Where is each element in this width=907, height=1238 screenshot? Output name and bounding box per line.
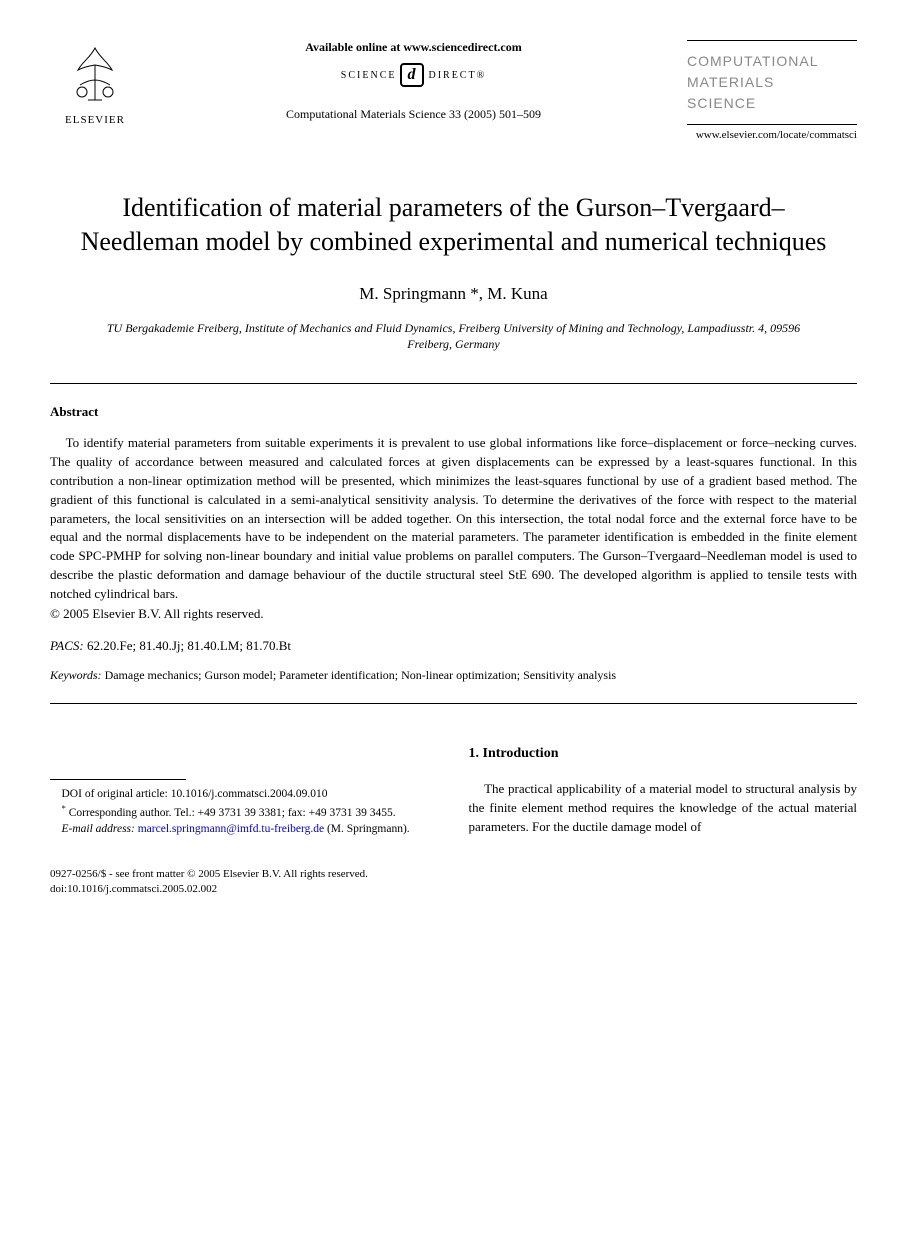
header-row: ELSEVIER Available online at www.science…	[50, 40, 857, 141]
email-author: (M. Springmann).	[327, 823, 410, 835]
sd-text-right: DIRECT®	[428, 70, 486, 81]
email-link[interactable]: marcel.springmann@imfd.tu-freiberg.de	[138, 823, 324, 835]
intro-heading: 1. Introduction	[469, 744, 858, 764]
science-direct-logo: SCIENCE d DIRECT®	[160, 63, 667, 87]
paper-title: Identification of material parameters of…	[80, 191, 827, 259]
journal-name: COMPUTATIONAL MATERIALS SCIENCE	[687, 51, 857, 114]
journal-url: www.elsevier.com/locate/commatsci	[687, 129, 857, 141]
left-column: DOI of original article: 10.1016/j.comma…	[50, 744, 439, 837]
pacs-codes: 62.20.Fe; 81.40.Jj; 81.40.LM; 81.70.Bt	[87, 638, 291, 653]
email-label: E-mail address:	[62, 823, 135, 835]
pacs-line: PACS: 62.20.Fe; 81.40.Jj; 81.40.LM; 81.7…	[50, 638, 857, 654]
corresponding-marker: *	[62, 803, 66, 813]
center-header: Available online at www.sciencedirect.co…	[140, 40, 687, 122]
footnote-doi: DOI of original article: 10.1016/j.comma…	[50, 786, 439, 802]
right-column: 1. Introduction The practical applicabil…	[469, 744, 858, 837]
elsevier-tree-icon	[60, 40, 130, 110]
intro-text: The practical applicability of a materia…	[469, 780, 858, 837]
keywords-text: Damage mechanics; Gurson model; Paramete…	[105, 668, 617, 682]
abstract-text: To identify material parameters from sui…	[50, 434, 857, 604]
rule-before-abstract	[50, 383, 857, 384]
sd-text-left: SCIENCE	[341, 70, 397, 81]
footnote-email: E-mail address: marcel.springmann@imfd.t…	[50, 821, 439, 837]
sd-at-icon: d	[400, 63, 424, 87]
rule-after-keywords	[50, 703, 857, 704]
journal-block: COMPUTATIONAL MATERIALS SCIENCE www.else…	[687, 40, 857, 141]
journal-name-l2: MATERIALS	[687, 72, 857, 93]
citation-line: Computational Materials Science 33 (2005…	[160, 107, 667, 122]
footer-meta: 0927-0256/$ - see front matter © 2005 El…	[50, 867, 857, 898]
keywords-line: Keywords: Damage mechanics; Gurson model…	[50, 668, 857, 683]
authors: M. Springmann *, M. Kuna	[50, 284, 857, 304]
available-online-text: Available online at www.sciencedirect.co…	[160, 40, 667, 55]
pacs-label: PACS:	[50, 638, 84, 653]
abstract-heading: Abstract	[50, 404, 857, 420]
journal-name-l3: SCIENCE	[687, 93, 857, 114]
journal-name-l1: COMPUTATIONAL	[687, 51, 857, 72]
journal-rule-top	[687, 40, 857, 41]
publisher-name: ELSEVIER	[65, 114, 125, 126]
affiliation: TU Bergakademie Freiberg, Institute of M…	[90, 320, 817, 354]
corresponding-text: Corresponding author. Tel.: +49 3731 39 …	[69, 806, 396, 818]
footnote-corresponding: * Corresponding author. Tel.: +49 3731 3…	[50, 802, 439, 821]
abstract-copyright: © 2005 Elsevier B.V. All rights reserved…	[50, 606, 857, 622]
keywords-label: Keywords:	[50, 668, 102, 682]
footnote-rule	[50, 779, 186, 780]
publisher-logo-block: ELSEVIER	[50, 40, 140, 126]
journal-rule-bottom	[687, 124, 857, 125]
two-column-region: DOI of original article: 10.1016/j.comma…	[50, 744, 857, 837]
doi-line: doi:10.1016/j.commatsci.2005.02.002	[50, 882, 857, 897]
front-matter-line: 0927-0256/$ - see front matter © 2005 El…	[50, 867, 857, 882]
